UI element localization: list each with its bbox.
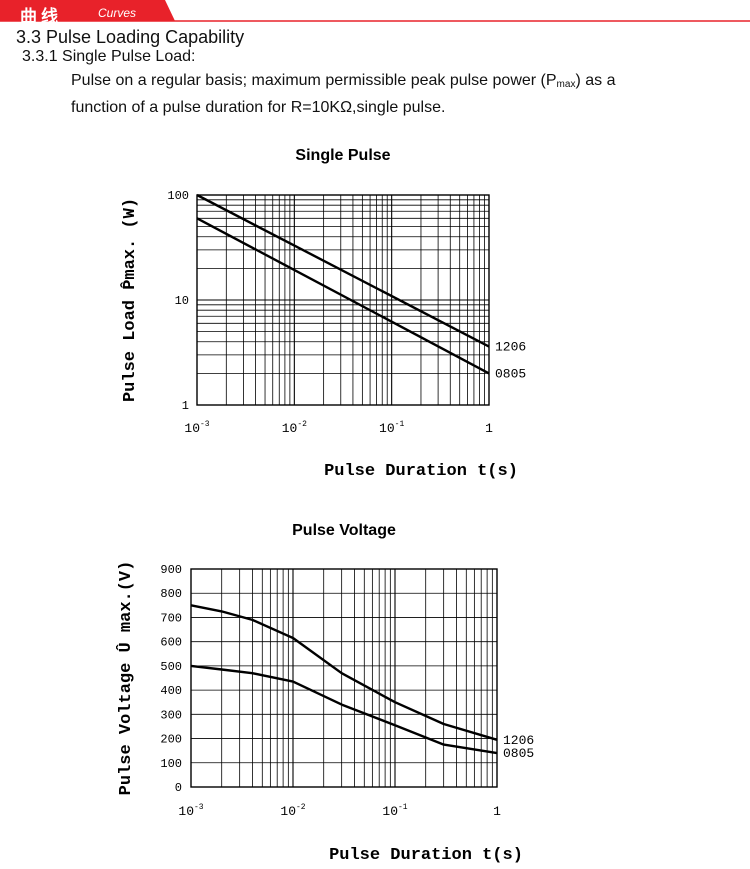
series-line-0805 — [190, 664, 498, 755]
x-tick-label: 1 — [493, 804, 501, 819]
y-tick-label: 300 — [160, 708, 182, 722]
y-tick-label: 100 — [160, 757, 182, 771]
series-line-1206 — [190, 604, 498, 741]
description-sub: max — [556, 79, 576, 90]
series-label-0805: 0805 — [495, 366, 526, 381]
subsection-heading: 3.3.1 Single Pulse Load: — [22, 48, 196, 65]
x-axis-label: Pulse Duration t(s) — [329, 846, 523, 865]
chart-title: Single Pulse — [295, 147, 390, 164]
y-tick-label: 700 — [160, 611, 182, 625]
y-tick-label: 600 — [160, 636, 182, 650]
y-tick-label: 900 — [160, 563, 182, 577]
section-heading: 3.3 Pulse Loading Capability — [16, 27, 245, 47]
y-tick-label: 1 — [182, 399, 189, 413]
plot-frame — [190, 568, 498, 788]
y-axis-label: Pulse Load P̂max. (W) — [119, 198, 140, 402]
description-line1-post: ) as a — [575, 72, 616, 89]
chart-single-pulse: Single Pulse 1 10 100 10-3 10-2 10-1 1 Pulse Dur… — [119, 147, 526, 481]
y-tick-label: 400 — [160, 684, 182, 698]
x-tick-label: 10-3 — [184, 420, 209, 436]
description-line1-pre: Pulse on a regular basis; maximum permis… — [71, 72, 557, 89]
description-line2: function of a pulse duration for R=10KΩ,… — [71, 99, 446, 116]
header-title-en: Curves — [98, 6, 137, 20]
x-tick-label: 10-3 — [178, 803, 203, 819]
header-title-cn: 曲线 — [20, 7, 62, 27]
series-label-1206: 1206 — [503, 733, 534, 748]
x-tick-label: 10-1 — [382, 803, 407, 819]
header-banner: 曲线 Curves — [0, 0, 750, 27]
chart-title: Pulse Voltage — [292, 522, 396, 539]
x-tick-label: 1 — [485, 421, 493, 436]
section-description: Pulse on a regular basis; maximum permis… — [71, 69, 711, 119]
series-label-1206: 1206 — [495, 340, 526, 355]
x-tick-label: 10-2 — [282, 420, 307, 436]
x-tick-label: 10-2 — [280, 803, 305, 819]
series-label-0805: 0805 — [503, 746, 534, 761]
y-tick-label: 500 — [160, 660, 182, 674]
y-tick-label: 200 — [160, 733, 182, 747]
y-tick-label: 10 — [175, 294, 189, 308]
series-line-1206 — [196, 193, 490, 348]
y-tick-label: 0 — [175, 781, 182, 795]
y-axis-label: Pulse Voltage Û max.(V) — [116, 561, 136, 796]
x-axis-label: Pulse Duration t(s) — [324, 462, 518, 481]
chart-pulse-voltage: Pulse Voltage 0 100 200 300 400 500 600 700 800 90… — [116, 522, 534, 865]
y-tick-label: 100 — [167, 189, 189, 203]
series-line-0805 — [196, 217, 490, 375]
x-tick-label: 10-1 — [379, 420, 404, 436]
plot-frame — [196, 194, 490, 406]
header-banner-shape — [0, 0, 750, 22]
y-tick-label: 800 — [160, 587, 182, 601]
